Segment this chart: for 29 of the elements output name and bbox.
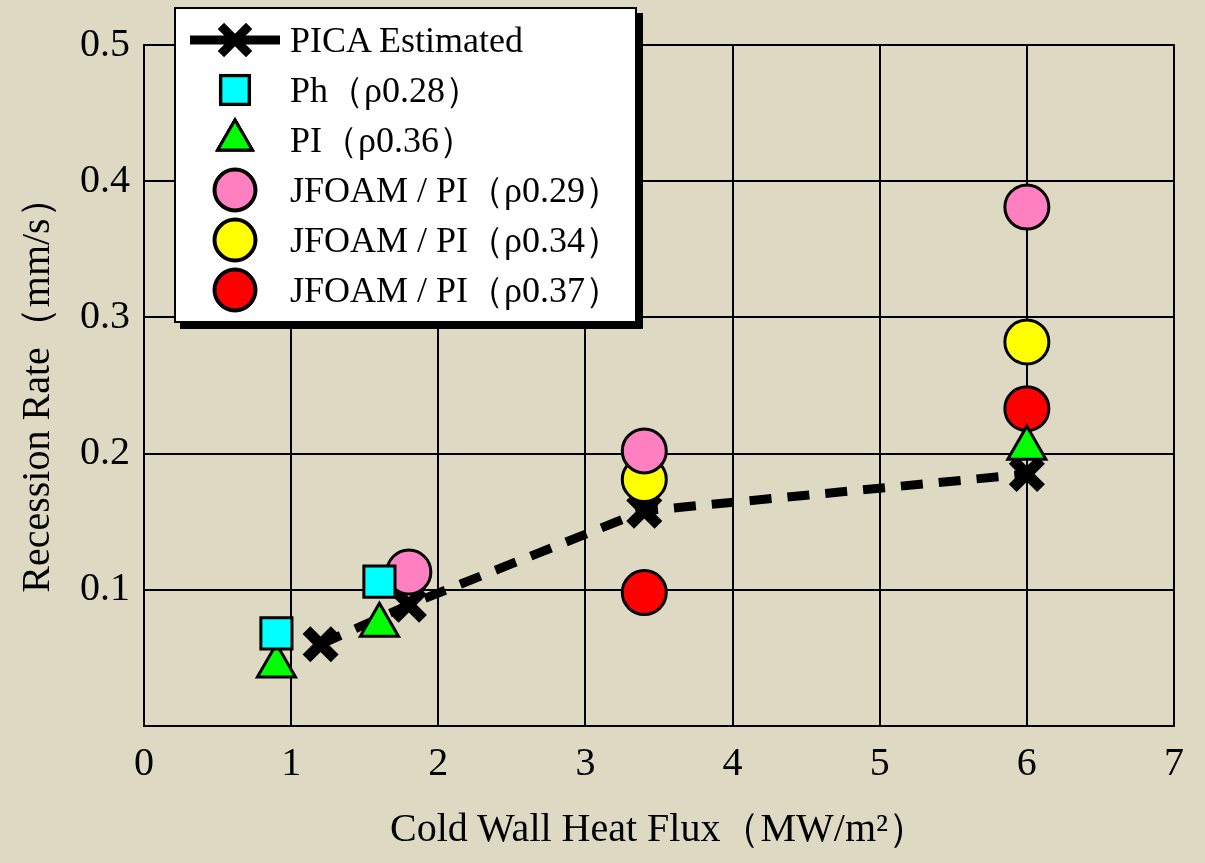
legend-label: JFOAM / PI（ρ0.34） (290, 219, 622, 262)
point (620, 427, 668, 475)
x-tick-label: 2 (428, 738, 449, 784)
y-tick-label: 0.1 (80, 564, 130, 610)
point (620, 569, 668, 617)
point (300, 624, 341, 664)
x-tick-label: 3 (575, 738, 596, 784)
x-axis-title: Cold Wall Heat Flux（MW/m²） (389, 804, 929, 850)
point (1003, 385, 1051, 433)
x-tick-label: 0 (134, 738, 154, 784)
legend-label: PICA Estimated (290, 19, 523, 62)
point (1003, 183, 1051, 231)
y-tick-label: 0.5 (80, 19, 130, 65)
legend-label: JFOAM / PI（ρ0.29） (290, 169, 622, 212)
y-axis-title: Recession Rate（mm/s） (12, 178, 58, 593)
y-tick-label: 0.4 (80, 155, 130, 201)
legend-label: PI（ρ0.36） (290, 119, 475, 162)
x-tick-label: 7 (1164, 738, 1184, 784)
y-tick-label: 0.2 (80, 428, 130, 474)
legend-label: JFOAM / PI（ρ0.37） (290, 269, 622, 312)
x-tick-label: 6 (1016, 738, 1037, 784)
x-tick-label: 1 (281, 738, 302, 784)
point (362, 564, 397, 599)
y-tick-label: 0.3 (80, 291, 130, 337)
point (259, 616, 294, 651)
point (1003, 318, 1051, 366)
x-tick-label: 4 (722, 738, 743, 784)
x-tick-label: 5 (869, 738, 890, 784)
legend-label: Ph（ρ0.28） (290, 69, 481, 112)
